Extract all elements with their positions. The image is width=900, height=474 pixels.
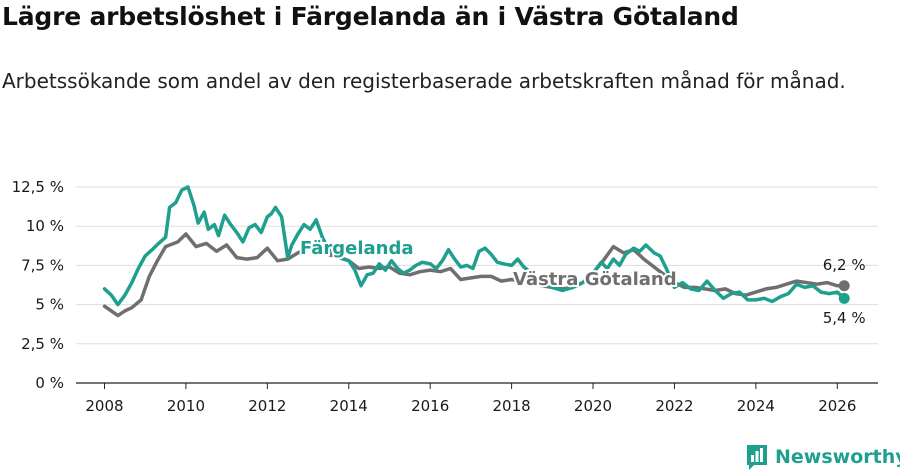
chart-title: Lägre arbetslöshet i Färgelanda än i Väs… (2, 2, 739, 31)
end-point-v-stra-g-taland (838, 280, 850, 292)
x-tick-label: 2018 (493, 397, 531, 415)
x-tick-label: 2016 (411, 397, 449, 415)
brand-logo: Newsworthy (745, 443, 900, 471)
x-tick-label: 2014 (330, 397, 368, 415)
series-label-vastra-gotaland: Västra Götaland (513, 269, 677, 290)
x-tick-label: 2022 (655, 397, 693, 415)
y-tick-label: 12,5 % (12, 178, 64, 196)
end-label-vastra-gotaland: 6,2 % (823, 256, 866, 274)
x-axis: 2008 2010 2012 2014 2016 2018 2020 2022 2024 2026 (85, 383, 856, 415)
chart-subtitle: Arbetssökande som andel av den registerb… (2, 69, 846, 93)
newsworthy-logo-icon (747, 445, 767, 470)
x-tick-label: 2026 (818, 397, 856, 415)
brand-name: Newsworthy (775, 446, 900, 468)
x-tick-label: 2024 (737, 397, 775, 415)
y-tick-label: 2,5 % (21, 335, 64, 353)
x-tick-label: 2008 (85, 397, 123, 415)
end-point-f-rgelanda (838, 292, 850, 304)
x-tick-label: 2010 (167, 397, 205, 415)
y-tick-label: 0 % (35, 374, 64, 392)
x-tick-label: 2020 (574, 397, 612, 415)
end-label-fargelanda: 5,4 % (823, 309, 866, 327)
y-tick-label: 7,5 % (21, 256, 64, 274)
series-group (102, 185, 850, 318)
x-tick-label: 2012 (248, 397, 286, 415)
series-labels: Färgelanda Västra Götaland 6,2 % 5,4 % (298, 236, 866, 327)
series-line-f-rgelanda (102, 185, 846, 307)
y-tick-label: 10 % (26, 217, 64, 235)
y-tick-label: 5 % (35, 296, 64, 314)
y-axis: 0 % 2,5 % 5 % 7,5 % 10 % 12,5 % (12, 178, 64, 392)
series-label-fargelanda: Färgelanda (300, 238, 414, 259)
series-line-v-stra-g-taland (102, 232, 846, 318)
